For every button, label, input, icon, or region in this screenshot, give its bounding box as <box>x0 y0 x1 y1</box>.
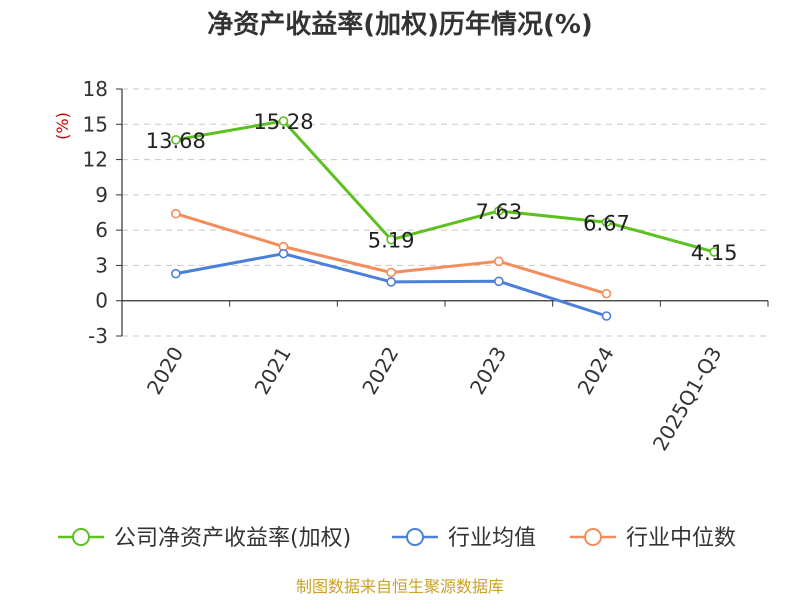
data-label: 4.15 <box>691 241 738 265</box>
legend-label: 公司净资产收益率(加权) <box>114 526 351 551</box>
y-tick-label: 3 <box>95 253 108 277</box>
x-tick-label: 2022 <box>357 343 403 399</box>
legend-marker <box>72 528 90 546</box>
y-tick-label: -3 <box>88 324 108 348</box>
legend-label: 行业中位数 <box>626 526 736 551</box>
legend-item-1[interactable]: 行业均值 <box>392 526 536 551</box>
x-tick-label: 2020 <box>142 343 188 399</box>
x-tick-label: 2021 <box>250 343 296 399</box>
data-point[interactable] <box>278 248 289 259</box>
data-point[interactable] <box>386 267 396 278</box>
data-point[interactable] <box>494 256 504 267</box>
data-point[interactable] <box>386 277 396 287</box>
data-point[interactable] <box>494 206 504 216</box>
x-tick-label: 2025Q1-Q3 <box>648 343 727 455</box>
grid <box>122 88 768 337</box>
x-tick-label: 2024 <box>573 343 619 399</box>
y-tick-label: 15 <box>83 112 108 136</box>
data-point[interactable] <box>386 234 396 245</box>
data-label: 5.19 <box>368 229 415 253</box>
data-point[interactable] <box>601 217 612 228</box>
y-tick-label: 9 <box>95 183 108 207</box>
legend-marker <box>584 528 602 546</box>
data-point[interactable] <box>278 116 289 126</box>
y-tick-label: 6 <box>95 218 108 242</box>
data-label: 6.67 <box>583 211 630 235</box>
legend-marker <box>406 528 424 546</box>
x-tick-label: 2023 <box>465 343 511 399</box>
y-tick-label: 18 <box>83 77 108 101</box>
legend-label: 行业均值 <box>448 526 536 551</box>
data-point[interactable] <box>494 276 504 287</box>
legend[interactable]: 公司净资产收益率(加权) 行业均值 行业中位数 <box>58 526 736 551</box>
data-point[interactable] <box>171 135 181 145</box>
data-labels: 13.68 15.28 5.19 7.63 6.67 4.15 <box>146 110 738 265</box>
chart-title: 净资产收益率(加权)历年情况(%) <box>207 9 593 40</box>
legend-item-2[interactable]: 行业中位数 <box>570 526 736 551</box>
data-point[interactable] <box>601 311 612 321</box>
axes: 18 15 12 9 6 3 0 -3 2020 2021 2022 2023 2024 2025Q1-Q… <box>83 77 769 455</box>
y-axis-unit: (%) <box>53 112 72 140</box>
data-label: 15.28 <box>253 110 313 134</box>
legend-item-0[interactable]: 公司净资产收益率(加权) <box>58 526 351 551</box>
y-tick-label: 12 <box>83 148 108 172</box>
data-point[interactable] <box>601 288 612 299</box>
data-point[interactable] <box>709 247 719 257</box>
y-tick-label: 0 <box>95 289 108 313</box>
data-label: 7.63 <box>475 200 522 224</box>
data-point[interactable] <box>171 268 181 279</box>
series-group <box>171 116 719 321</box>
series-line-0 <box>175 119 715 254</box>
data-label: 13.68 <box>146 129 206 153</box>
source-note: 制图数据来自恒生聚源数据库 <box>296 577 504 596</box>
data-point[interactable] <box>171 208 181 219</box>
